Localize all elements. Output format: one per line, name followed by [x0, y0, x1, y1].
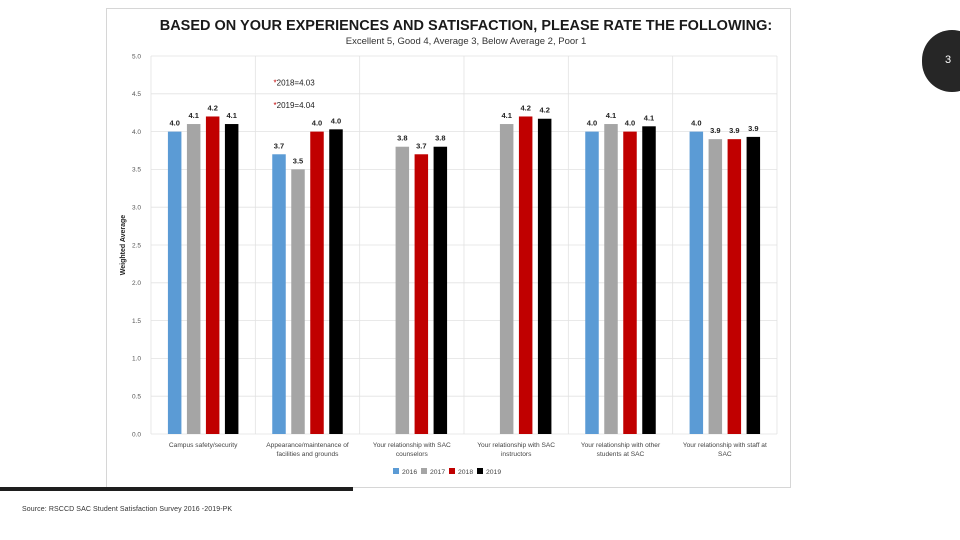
- source-divider: [0, 487, 353, 491]
- data-label: 3.5: [293, 156, 303, 165]
- legend-swatch-2017: [421, 468, 427, 474]
- y-tick-label: 2.0: [132, 280, 141, 287]
- data-label: 3.9: [710, 126, 720, 135]
- bar-2019: [329, 129, 343, 434]
- bar-2019: [537, 118, 552, 435]
- bar-2017: [604, 124, 618, 434]
- y-tick-label: 0.5: [132, 394, 141, 401]
- data-label: 3.9: [748, 124, 758, 133]
- bar-2019: [433, 146, 448, 434]
- bar-2019: [224, 124, 239, 434]
- data-label: 4.0: [169, 119, 179, 128]
- category-label: instructors: [501, 451, 532, 458]
- chart-panel: BASED ON YOUR EXPERIENCES AND SATISFACTI…: [106, 8, 791, 488]
- data-label: 3.7: [416, 141, 426, 150]
- data-label: 4.0: [625, 119, 635, 128]
- data-label: 4.1: [226, 111, 236, 120]
- data-label: 3.8: [435, 134, 445, 143]
- data-label: 4.0: [587, 119, 597, 128]
- legend-label: 2018: [458, 469, 473, 476]
- bar-2018: [310, 131, 324, 434]
- y-tick-label: 3.0: [132, 205, 141, 212]
- category-label: facilities and grounds: [277, 451, 340, 458]
- y-tick-label: 4.0: [132, 129, 141, 136]
- y-tick-label: 0.0: [132, 431, 141, 438]
- y-tick-label: 1.5: [132, 318, 141, 325]
- data-label: 4.0: [331, 116, 341, 125]
- category-label: Your relationship with SAC: [477, 442, 555, 449]
- category-label: Your relationship with staff at: [683, 442, 767, 449]
- legend-label: 2016: [402, 469, 417, 476]
- category-label: counselors: [396, 451, 429, 458]
- source-note: Source: RSCCD SAC Student Satisfaction S…: [22, 506, 233, 513]
- bar-2017: [499, 124, 514, 434]
- data-label: 3.8: [397, 134, 407, 143]
- legend-swatch-2016: [393, 468, 399, 474]
- annotation: *2018=4.03: [274, 78, 316, 87]
- data-label: 3.9: [729, 126, 739, 135]
- legend-swatch-2018: [449, 468, 455, 474]
- bar-2018: [518, 116, 533, 434]
- data-label: 4.1: [606, 111, 616, 120]
- category-label: Campus safety/security: [169, 442, 238, 449]
- y-axis-label: Weighted Average: [120, 215, 127, 276]
- data-label: 4.1: [501, 111, 511, 120]
- y-tick-label: 1.0: [132, 356, 141, 363]
- data-label: 4.1: [644, 113, 654, 122]
- bar-2017: [186, 124, 201, 434]
- data-label: 4.2: [207, 103, 217, 112]
- bar-2018: [414, 154, 429, 434]
- chart-subtitle: Excellent 5, Good 4, Average 3, Below Av…: [346, 36, 586, 47]
- bar-2018: [623, 131, 637, 434]
- bar-2017: [395, 146, 410, 434]
- page-number-badge: [922, 30, 960, 92]
- bar-2016: [689, 131, 704, 434]
- data-label: 4.2: [539, 106, 549, 115]
- bar-chart: BASED ON YOUR EXPERIENCES AND SATISFACTI…: [120, 18, 778, 476]
- y-tick-label: 2.5: [132, 242, 141, 249]
- data-label: 4.1: [188, 111, 198, 120]
- y-tick-label: 5.0: [132, 53, 141, 60]
- bar-2017: [708, 139, 723, 434]
- page-number: 3: [945, 54, 952, 66]
- annotation: *2019=4.04: [274, 101, 316, 110]
- data-label: 3.7: [274, 141, 284, 150]
- category-label: SAC: [718, 451, 732, 458]
- bar-2017: [291, 169, 305, 434]
- legend-label: 2019: [486, 469, 501, 476]
- data-label: 4.0: [312, 119, 322, 128]
- category-label: students at SAC: [597, 451, 645, 458]
- bar-2018: [205, 116, 220, 434]
- bar-2016: [585, 131, 599, 434]
- bar-2016: [272, 154, 286, 434]
- bar-2019: [746, 136, 761, 434]
- y-tick-label: 3.5: [132, 167, 141, 174]
- bar-2016: [167, 131, 182, 434]
- y-tick-label: 4.5: [132, 91, 141, 98]
- legend-swatch-2019: [477, 468, 483, 474]
- category-label: Your relationship with other: [581, 442, 661, 449]
- category-label: Appearance/maintenance of: [266, 442, 349, 449]
- data-label: 4.0: [691, 119, 701, 128]
- bar-2018: [727, 139, 742, 434]
- chart-title: BASED ON YOUR EXPERIENCES AND SATISFACTI…: [160, 18, 773, 34]
- bar-2019: [642, 126, 656, 435]
- category-label: Your relationship with SAC: [373, 442, 451, 449]
- data-label: 4.2: [520, 103, 530, 112]
- legend-label: 2017: [430, 469, 445, 476]
